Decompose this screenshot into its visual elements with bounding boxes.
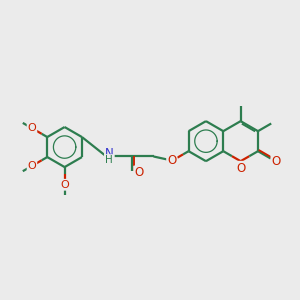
Text: O: O [28, 161, 36, 171]
Text: O: O [28, 123, 36, 133]
Text: N: N [105, 147, 114, 160]
Text: O: O [236, 162, 245, 175]
Text: O: O [60, 180, 69, 190]
Text: O: O [272, 155, 281, 168]
Text: O: O [134, 167, 143, 179]
Text: H: H [106, 155, 113, 165]
Text: O: O [167, 154, 176, 167]
